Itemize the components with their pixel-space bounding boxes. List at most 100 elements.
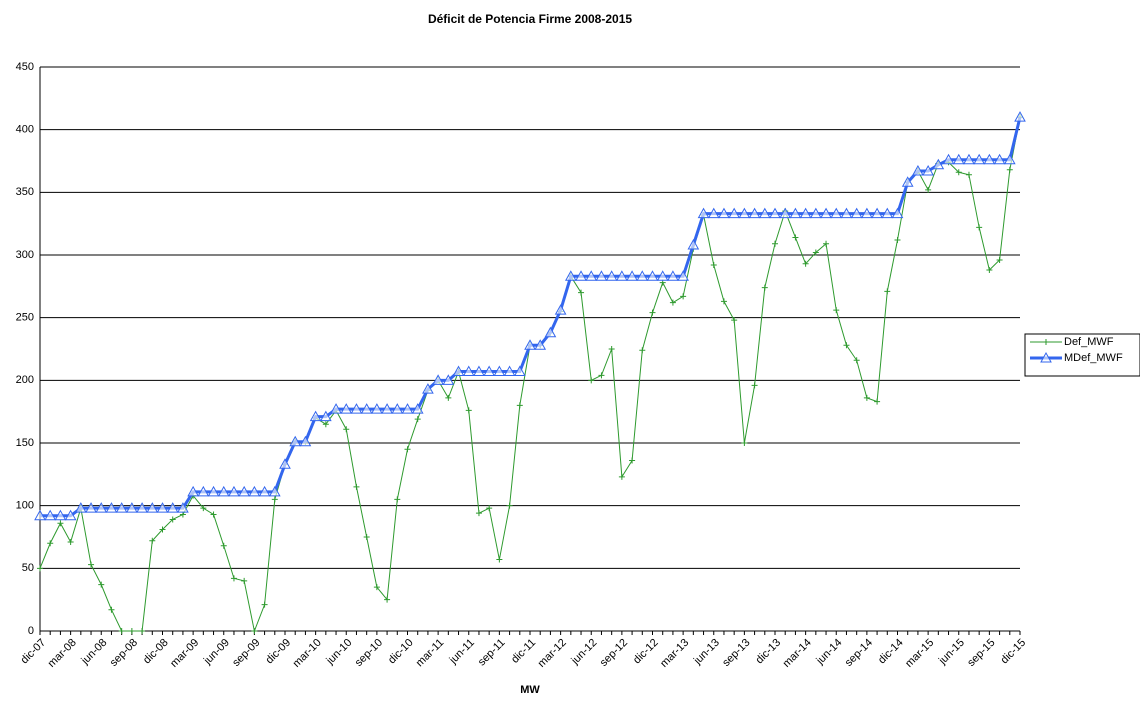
data-point: [901, 176, 914, 187]
data-point: [751, 382, 758, 389]
x-tick-label: sep-15: [965, 637, 997, 669]
data-point: [442, 374, 455, 385]
series-line: [39, 117, 1021, 633]
data-point: [710, 262, 717, 269]
data-point: [993, 153, 1006, 165]
data-point: [894, 236, 901, 243]
data-point: [115, 502, 128, 513]
data-point: [649, 309, 656, 316]
chart-title: Déficit de Potencia Firme 2008-2015: [428, 12, 632, 26]
data-point: [503, 365, 516, 377]
data-point: [95, 502, 108, 513]
y-tick-label: 350: [16, 186, 34, 198]
x-tick-label: mar-14: [781, 637, 814, 670]
data-point: [820, 207, 832, 219]
data-point: [741, 440, 748, 446]
data-point: [973, 153, 986, 165]
data-point: [850, 207, 863, 219]
data-point: [363, 534, 370, 540]
data-point: [513, 365, 526, 377]
data-point: [54, 509, 67, 521]
data-point: [289, 435, 302, 447]
data-point: [534, 339, 547, 350]
data-point: [965, 171, 972, 178]
x-tick-label: mar-10: [291, 637, 324, 670]
data-point: [166, 502, 179, 513]
data-point: [863, 394, 870, 401]
data-point: [646, 270, 659, 281]
data-point: [769, 207, 781, 219]
data-point: [248, 485, 261, 497]
data-point: [861, 207, 873, 219]
data-point: [156, 502, 169, 513]
data-point: [932, 158, 945, 170]
x-tick-label: dic-10: [386, 637, 416, 667]
data-point: [268, 485, 281, 497]
x-tick-label: mar-15: [903, 637, 936, 670]
x-tick-label: jun-11: [447, 637, 477, 667]
data-point: [159, 526, 166, 533]
data-point: [963, 153, 975, 165]
data-point: [118, 628, 125, 634]
data-point: [884, 288, 891, 295]
data-point: [761, 284, 768, 291]
data-point: [687, 238, 700, 250]
data-point: [187, 485, 199, 497]
data-point: [309, 410, 322, 422]
data-point: [404, 446, 411, 453]
data-point: [996, 257, 1003, 264]
data-point: [636, 270, 649, 281]
data-point: [169, 516, 176, 523]
x-tick-label: mar-11: [414, 637, 447, 670]
data-point: [422, 383, 434, 394]
legend-label: Def_MWF: [1064, 336, 1114, 348]
data-point: [718, 207, 730, 219]
data-point: [57, 520, 64, 527]
data-point: [394, 496, 401, 503]
data-point: [493, 365, 506, 377]
data-point: [871, 207, 883, 219]
data-point: [473, 365, 485, 377]
x-tick-label: dic-13: [753, 637, 783, 667]
x-tick-label: dic-12: [631, 637, 661, 667]
data-point: [37, 565, 43, 572]
data-point: [677, 270, 689, 281]
x-tick-label: jun-14: [814, 637, 845, 668]
data-point: [779, 207, 792, 219]
data-point: [626, 270, 638, 281]
data-point: [322, 421, 329, 428]
data-point: [912, 164, 924, 176]
data-point: [891, 207, 904, 219]
x-tick-label: mar-08: [46, 637, 79, 670]
data-point: [496, 556, 503, 563]
data-point: [516, 402, 523, 409]
legend-box: [1024, 333, 1140, 377]
data-point: [483, 365, 496, 377]
x-tick-label: sep-11: [476, 637, 508, 669]
data-point: [524, 339, 536, 350]
data-point: [74, 502, 87, 513]
y-tick-label: 300: [16, 249, 34, 261]
data-point: [34, 509, 46, 521]
data-point: [789, 207, 802, 219]
data-point: [299, 435, 312, 447]
data-point: [210, 511, 217, 518]
x-tick-label: jun-12: [569, 637, 600, 668]
data-point: [411, 403, 424, 414]
data-point: [588, 377, 595, 384]
data-point: [360, 403, 373, 414]
data-point: [98, 581, 105, 588]
x-tick-label: sep-08: [108, 637, 140, 669]
data-point: [126, 502, 138, 513]
series-line: [40, 116, 1022, 518]
x-tick-label: jun-15: [936, 637, 967, 668]
data-point: [1003, 153, 1016, 165]
data-point: [833, 307, 840, 314]
data-point: [983, 153, 996, 165]
x-tick-label: jun-13: [691, 637, 722, 668]
data-point: [343, 426, 350, 433]
data-point: [401, 403, 414, 414]
data-point: [445, 394, 452, 401]
data-point: [809, 207, 822, 219]
